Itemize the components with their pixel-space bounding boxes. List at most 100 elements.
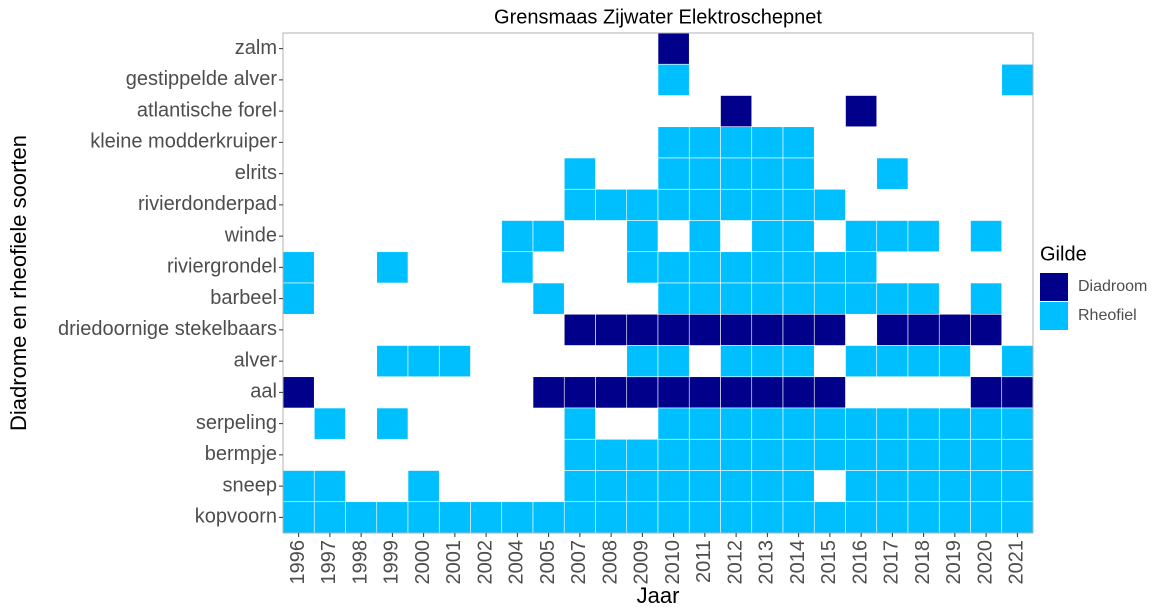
tile	[782, 313, 815, 346]
tile	[751, 407, 784, 440]
x-tick-label: 2020	[974, 540, 996, 585]
tile	[845, 470, 878, 503]
y-tick-label: riviergrondel	[167, 256, 277, 278]
tile	[313, 407, 346, 440]
tile	[532, 282, 565, 315]
x-tick-label: 1999	[381, 540, 403, 585]
tile	[970, 282, 1003, 315]
tile	[626, 438, 659, 471]
tile	[595, 501, 628, 534]
tile	[688, 188, 721, 221]
tile	[657, 345, 690, 378]
tile	[782, 501, 815, 534]
tile	[938, 501, 971, 534]
tile	[376, 251, 409, 284]
legend-label: Rheofiel	[1078, 307, 1137, 324]
tile	[845, 95, 878, 128]
y-tick-label: gestippelde alver	[126, 68, 278, 90]
tile	[938, 407, 971, 440]
tile	[751, 220, 784, 253]
tile	[345, 501, 378, 534]
tile	[751, 313, 784, 346]
tile	[657, 407, 690, 440]
tile	[813, 282, 846, 315]
tile	[938, 438, 971, 471]
legend-swatch	[1040, 273, 1068, 301]
tile	[282, 282, 315, 315]
tile	[720, 407, 753, 440]
tile	[282, 376, 315, 409]
tile	[688, 470, 721, 503]
legend-label: Diadroom	[1078, 278, 1147, 295]
tile	[720, 188, 753, 221]
tile	[845, 501, 878, 534]
y-tick-label: zalm	[235, 37, 277, 59]
x-tick-label: 2002	[474, 540, 496, 585]
tile	[688, 157, 721, 190]
tile	[688, 501, 721, 534]
y-tick-label: alver	[234, 349, 278, 371]
tile	[688, 438, 721, 471]
tile	[751, 126, 784, 159]
tile	[595, 188, 628, 221]
y-tick-label: rivierdonderpad	[138, 193, 277, 215]
tile	[876, 313, 909, 346]
tile	[907, 313, 940, 346]
tile	[813, 188, 846, 221]
tile	[876, 438, 909, 471]
tile	[751, 251, 784, 284]
tile	[626, 313, 659, 346]
tile	[938, 470, 971, 503]
tile	[688, 376, 721, 409]
tile	[782, 220, 815, 253]
y-tick-label: barbeel	[210, 287, 277, 309]
tile	[532, 220, 565, 253]
tile	[876, 157, 909, 190]
tile	[595, 313, 628, 346]
x-tick-label: 2009	[631, 540, 653, 585]
tile	[938, 313, 971, 346]
y-tick-label: driedoornige stekelbaars	[58, 318, 277, 340]
tile	[751, 438, 784, 471]
tile	[970, 407, 1003, 440]
tile	[657, 126, 690, 159]
tile	[688, 251, 721, 284]
tile	[813, 438, 846, 471]
x-axis-title: Jaar	[637, 583, 680, 607]
tile	[688, 220, 721, 253]
y-tick-label: sneep	[223, 474, 278, 496]
tile	[876, 282, 909, 315]
tile	[407, 501, 440, 534]
y-axis-title: Diadrome en rheofiele soorten	[6, 135, 31, 431]
tile	[720, 126, 753, 159]
tile	[1001, 407, 1034, 440]
tile	[563, 313, 596, 346]
tile	[563, 501, 596, 534]
tile	[720, 345, 753, 378]
tile	[657, 501, 690, 534]
tile	[845, 438, 878, 471]
tile	[782, 470, 815, 503]
tile	[657, 157, 690, 190]
tile	[720, 95, 753, 128]
tile	[720, 282, 753, 315]
tile	[1001, 470, 1034, 503]
tile	[970, 313, 1003, 346]
x-tick-label: 1998	[349, 540, 371, 585]
x-tick-label: 2008	[599, 540, 621, 585]
tile	[1001, 63, 1034, 96]
tile	[688, 407, 721, 440]
tile	[782, 157, 815, 190]
tile	[313, 501, 346, 534]
tile	[782, 126, 815, 159]
tile	[376, 407, 409, 440]
tile	[626, 220, 659, 253]
tile	[876, 407, 909, 440]
tile	[751, 282, 784, 315]
x-tick-label: 2012	[724, 540, 746, 585]
tile	[751, 470, 784, 503]
tile	[938, 345, 971, 378]
tile	[845, 220, 878, 253]
tile	[782, 345, 815, 378]
legend-swatch	[1040, 302, 1068, 330]
